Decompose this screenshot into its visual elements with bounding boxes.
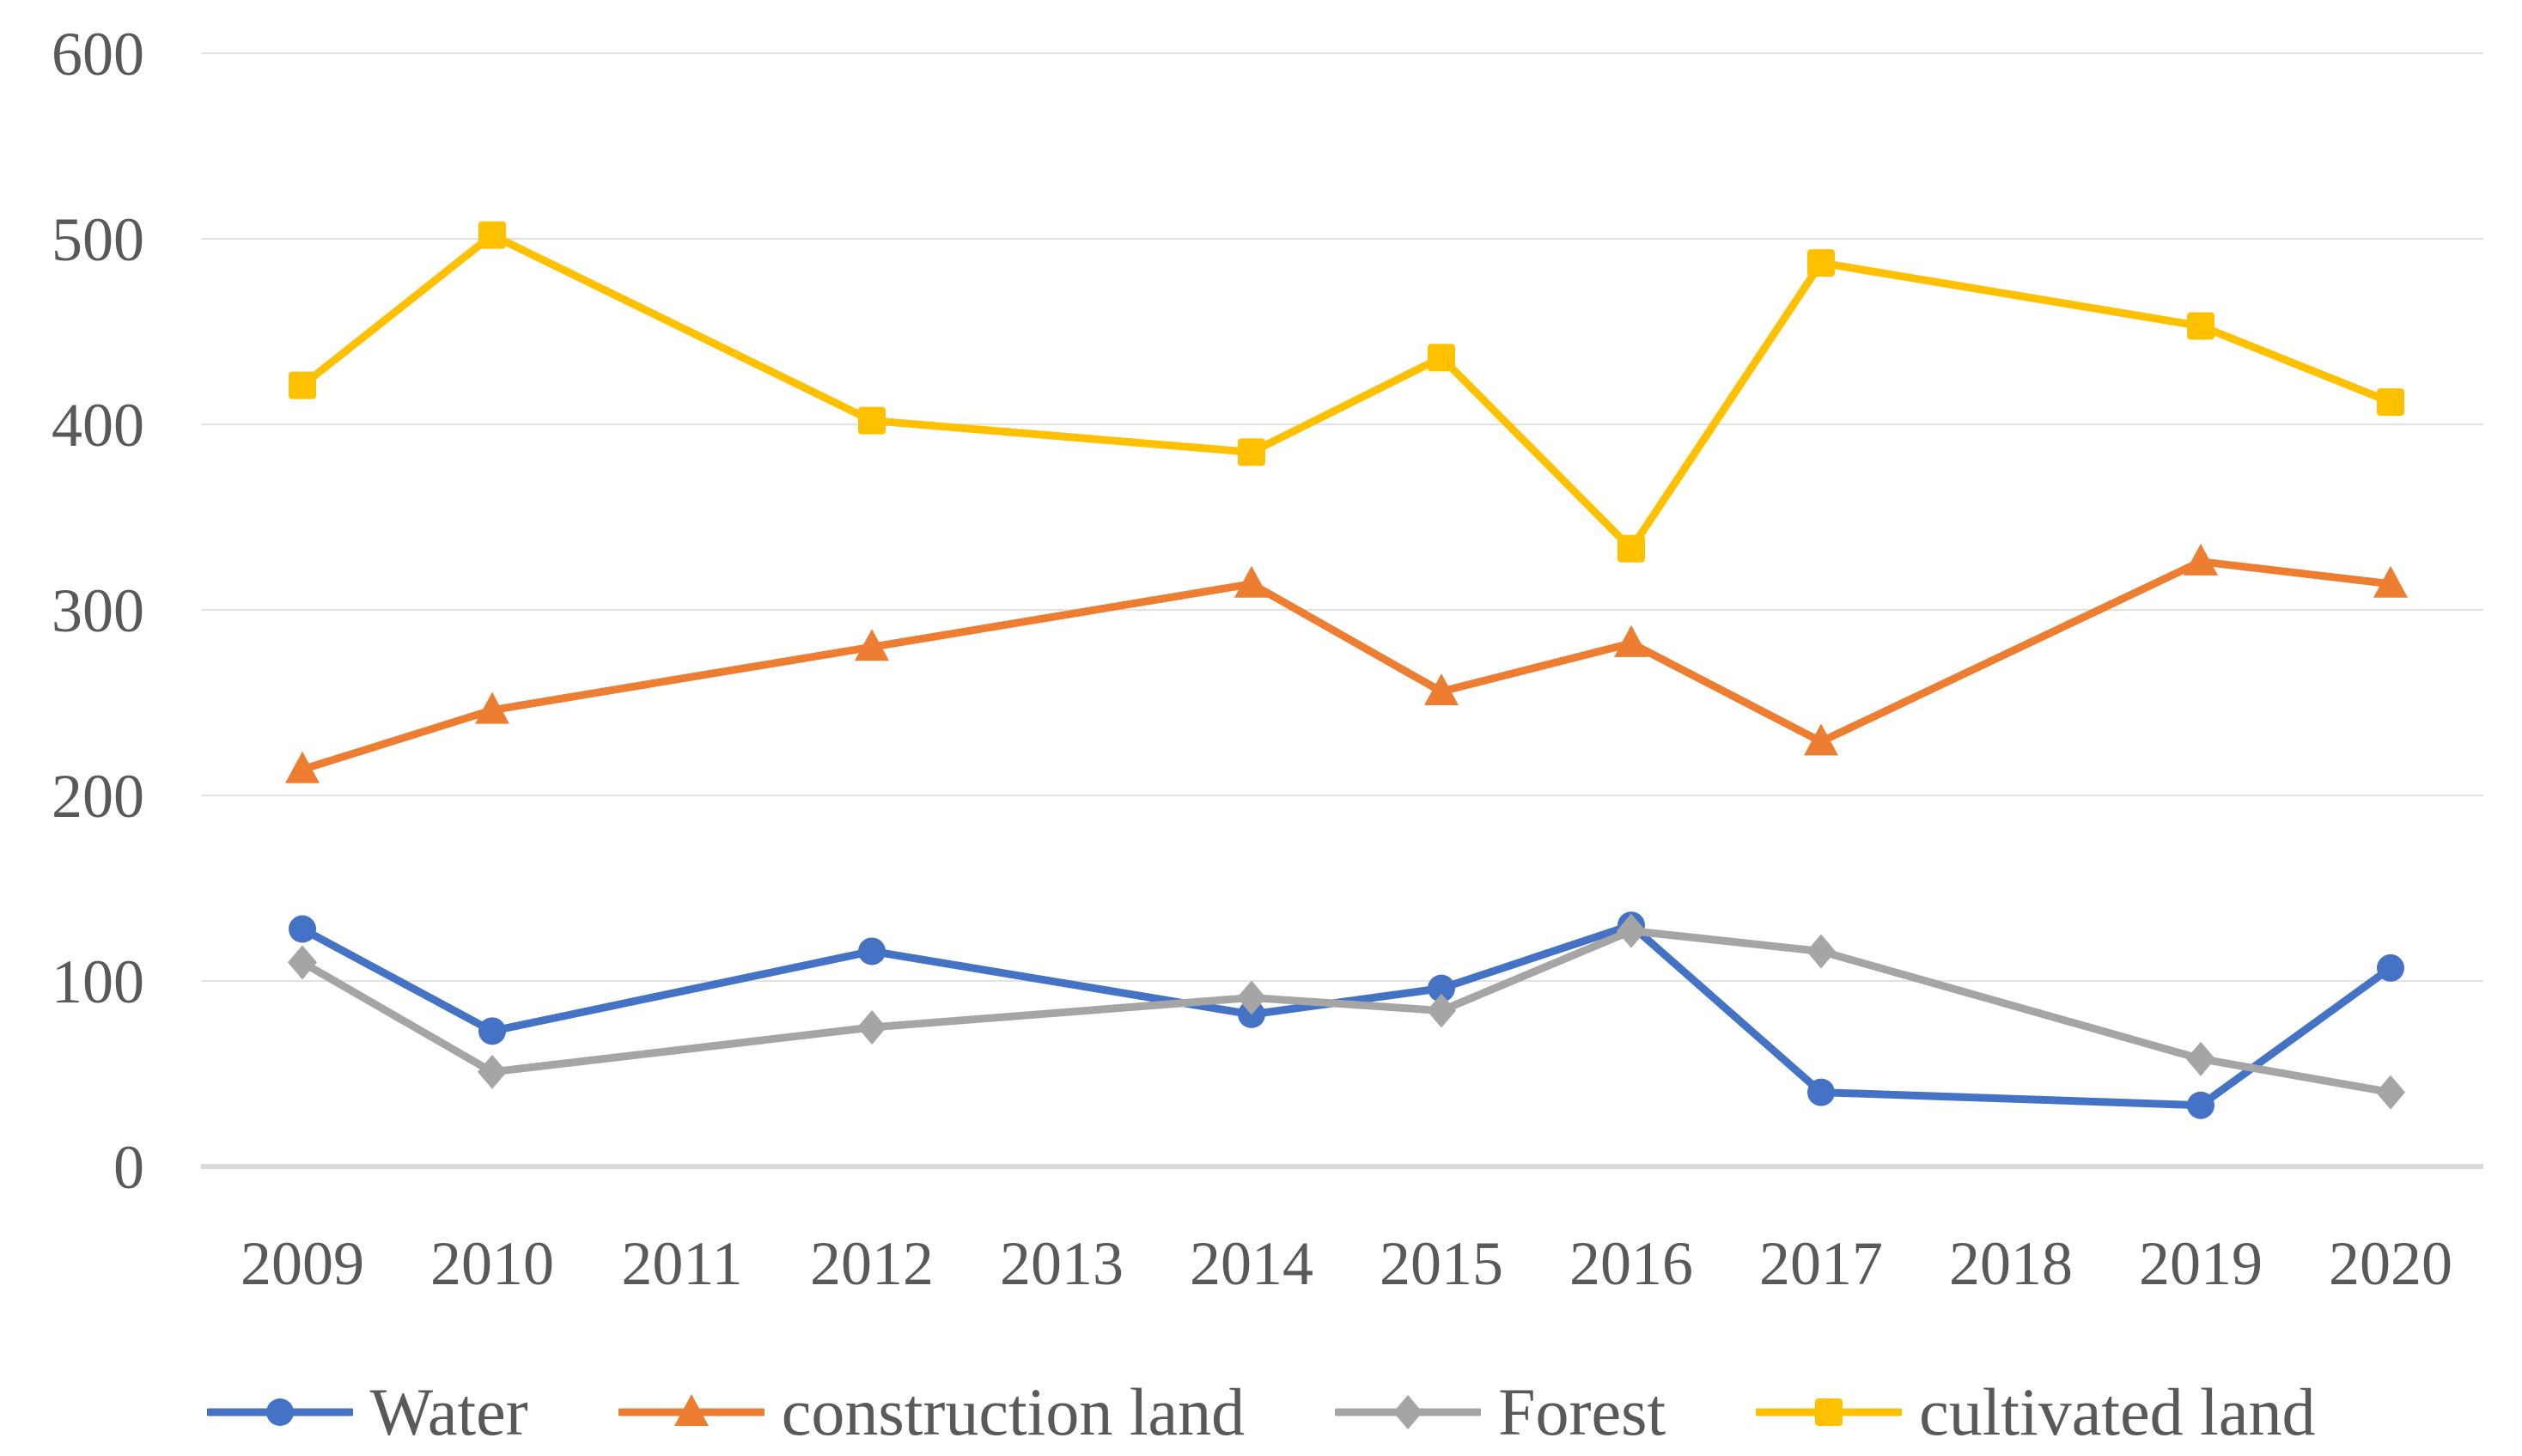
x-tick-label-2012: 2012	[810, 1229, 934, 1298]
legend: Water construction land Forest cultivated l…	[0, 1371, 2522, 1453]
marker-forest-2020	[2376, 1075, 2405, 1110]
legend-label: Water	[369, 1374, 528, 1449]
legend-label: Forest	[1498, 1374, 1666, 1449]
series-line-construction-land	[298, 557, 2395, 774]
marker-construction-land-2009	[285, 751, 320, 783]
legend-item-forest: Forest	[1335, 1379, 1666, 1446]
x-tick-label-2015: 2015	[1380, 1229, 1503, 1298]
marker-construction-land-2019	[2184, 543, 2218, 576]
marker-construction-land-2017	[1804, 723, 1838, 756]
legend-swatch-cultivated-land	[1756, 1398, 1903, 1426]
marker-forest-2012	[857, 1010, 886, 1045]
marker-cultivated-land-2020	[2377, 388, 2404, 417]
marker-construction-land-2015	[1424, 673, 1459, 706]
marker-cultivated-land-2016	[1617, 534, 1645, 563]
series-line-water	[298, 921, 2395, 1110]
legend-label: cultivated land	[1919, 1374, 2316, 1449]
x-tick-label-2011: 2011	[621, 1229, 742, 1298]
marker-construction-land-2016	[1614, 624, 1648, 657]
legend-circle-icon	[265, 1398, 294, 1426]
marker-cultivated-land-2017	[1807, 249, 1835, 277]
series-forest	[288, 913, 2405, 1110]
legend-label: construction land	[781, 1374, 1246, 1449]
marker-cultivated-land-2019	[2187, 312, 2214, 340]
marker-cultivated-land-2009	[289, 371, 316, 399]
marker-construction-land-2014	[1234, 565, 1269, 598]
marker-forest-2014	[1237, 980, 1266, 1015]
marker-water-2019	[2187, 1091, 2214, 1119]
marker-cultivated-land-2012	[858, 406, 886, 435]
y-tick-label-0: 0	[113, 1133, 144, 1202]
legend-swatch-forest	[1335, 1395, 1482, 1429]
marker-water-2009	[289, 915, 316, 943]
legend-swatch-construction-land	[618, 1394, 765, 1426]
marker-water-2017	[1807, 1078, 1835, 1106]
series-cultivated-land	[289, 221, 2404, 563]
x-tick-label-2019: 2019	[2139, 1229, 2263, 1298]
marker-construction-land-2010	[475, 691, 509, 724]
legend-triangle-icon	[673, 1394, 709, 1426]
y-tick-label-200: 200	[52, 762, 144, 831]
marker-water-2020	[2377, 953, 2404, 982]
x-tick-label-2010: 2010	[430, 1229, 554, 1298]
marker-construction-land-2012	[855, 629, 889, 661]
legend-item-water: Water	[206, 1374, 528, 1449]
series-water	[289, 911, 2404, 1119]
y-tick-label-600: 600	[52, 20, 144, 88]
x-tick-label-2018: 2018	[1949, 1229, 2073, 1298]
marker-construction-land-2020	[2373, 565, 2408, 598]
y-tick-label-400: 400	[52, 391, 144, 460]
marker-forest-2009	[288, 945, 317, 980]
legend-diamond-icon	[1393, 1395, 1423, 1429]
legend-item-cultivated-land: cultivated land	[1756, 1379, 2315, 1446]
marker-water-2010	[478, 1017, 506, 1045]
marker-forest-2016	[1617, 913, 1646, 948]
x-tick-label-2009: 2009	[241, 1229, 364, 1298]
y-tick-label-300: 300	[52, 576, 144, 645]
marker-forest-2019	[2186, 1041, 2215, 1076]
x-tick-label-2016: 2016	[1569, 1229, 1693, 1298]
x-tick-label-2017: 2017	[1759, 1229, 1883, 1298]
marker-forest-2015	[1427, 993, 1456, 1028]
marker-forest-2017	[1806, 934, 1836, 969]
legend-item-construction-land: construction land	[618, 1379, 1245, 1446]
x-tick-label-2014: 2014	[1190, 1229, 1313, 1298]
x-tick-label-2020: 2020	[2329, 1229, 2452, 1298]
y-tick-label-500: 500	[52, 205, 144, 274]
marker-cultivated-land-2014	[1238, 438, 1265, 466]
series-line-cultivated-land	[298, 231, 2395, 553]
marker-cultivated-land-2010	[478, 221, 506, 249]
legend-swatch-water	[206, 1398, 353, 1426]
marker-forest-2010	[478, 1054, 507, 1089]
marker-cultivated-land-2015	[1428, 344, 1455, 372]
legend-square-icon	[1815, 1398, 1843, 1426]
series-construction-land	[285, 543, 2408, 783]
x-tick-label-2013: 2013	[1000, 1229, 1124, 1298]
marker-water-2015	[1428, 974, 1455, 1002]
series-line-forest	[298, 927, 2395, 1097]
marker-water-2012	[858, 937, 886, 966]
y-tick-label-100: 100	[52, 947, 144, 1016]
